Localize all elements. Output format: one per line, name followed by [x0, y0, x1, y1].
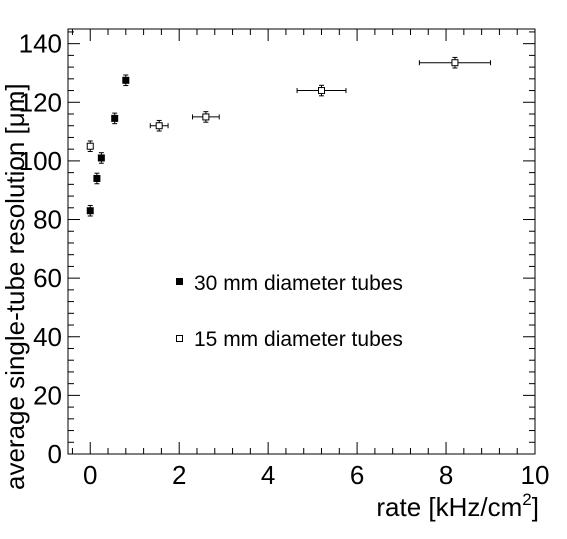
y-tick-label: 40 — [33, 322, 62, 352]
y-tick-label: 0 — [48, 439, 62, 469]
marker-open-square — [86, 142, 94, 150]
data-point-30mm — [97, 152, 105, 164]
y-tick-label: 140 — [19, 29, 62, 59]
data-point-15mm — [86, 140, 94, 153]
y-tick-label: 100 — [19, 146, 62, 176]
x-axis-label-superscript: 2 — [522, 490, 531, 509]
x-tick-label: 0 — [83, 460, 97, 490]
x-tick-label: 10 — [521, 460, 550, 490]
data-point-30mm — [86, 204, 94, 217]
marker-filled-square — [111, 114, 119, 122]
x-axis-label: rate [kHz/cm2] — [376, 490, 539, 522]
legend-label-30mm: 30 mm diameter tubes — [194, 272, 403, 295]
data-point-30mm — [111, 112, 119, 125]
y-tick-label: 80 — [33, 205, 62, 235]
marker-filled-square — [93, 174, 101, 182]
legend-label-15mm: 15 mm diameter tubes — [194, 328, 403, 351]
marker-filled-square — [86, 207, 94, 215]
data-point-30mm — [122, 74, 130, 87]
data-point-15mm — [296, 84, 347, 97]
marker-open-square — [451, 59, 459, 67]
y-tick-label: 60 — [33, 263, 62, 293]
x-tick-label: 4 — [261, 460, 275, 490]
legend-item-30mm: 30 mm diameter tubes — [176, 272, 403, 295]
marker-open-square — [155, 122, 163, 130]
data-point-15mm — [418, 56, 492, 69]
data-point-15mm — [149, 119, 169, 132]
data-points — [86, 56, 492, 217]
marker-open-square — [318, 87, 326, 95]
axis-ticks — [68, 29, 536, 455]
data-point-30mm — [93, 172, 101, 185]
legend-marker-filled-square — [176, 278, 183, 285]
data-point-15mm — [192, 111, 220, 123]
y-axis-label: average single-tube resolution [μm] — [0, 83, 30, 490]
marker-filled-square — [122, 76, 130, 84]
marker-filled-square — [97, 154, 105, 162]
x-tick-label: 2 — [172, 460, 186, 490]
marker-open-square — [202, 113, 210, 121]
y-tick-label: 120 — [19, 87, 62, 117]
legend-item-15mm: 15 mm diameter tubes — [176, 328, 403, 351]
plot-frame — [67, 28, 536, 455]
legend: 30 mm diameter tubes 15 mm diameter tube… — [176, 272, 403, 351]
y-tick-label: 20 — [33, 380, 62, 410]
x-axis-label-close: ] — [532, 492, 539, 522]
legend-marker-open-square — [176, 335, 183, 342]
x-tick-label: 8 — [439, 460, 453, 490]
x-tick-label: 6 — [350, 460, 364, 490]
x-axis-label-main: rate [kHz/cm — [376, 492, 522, 522]
